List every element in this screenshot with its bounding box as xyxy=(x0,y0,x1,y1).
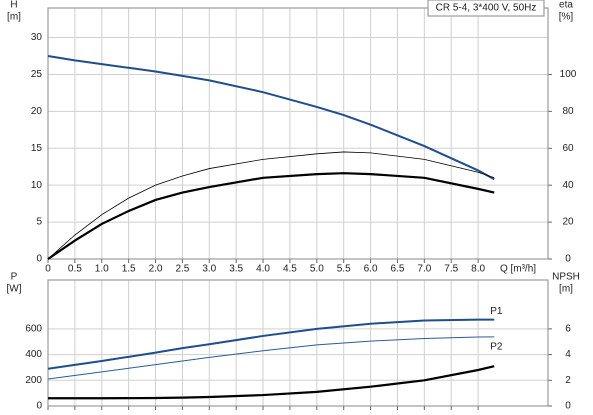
plot-frame xyxy=(47,279,549,407)
y-axis-unit: [W] xyxy=(7,284,22,295)
legend-box xyxy=(427,0,545,17)
x-axis-label: Q [m³/h] xyxy=(500,264,536,275)
x-tick-label: 2.0 xyxy=(149,264,163,275)
curve xyxy=(47,172,495,260)
x-tick-label: 5.0 xyxy=(310,264,324,275)
series-label: P1 xyxy=(490,306,503,317)
y2-tick-label: 0 xyxy=(565,401,571,412)
x-tick-label: 1.5 xyxy=(122,264,136,275)
y2-tick-label: 60 xyxy=(562,143,574,154)
x-tick-label: 7.0 xyxy=(417,264,431,275)
x-tick-label: 4.5 xyxy=(283,264,297,275)
y2-tick-label: 40 xyxy=(562,180,574,191)
y2-tick-label: 4 xyxy=(565,349,571,360)
y2-tick-label: 100 xyxy=(560,69,577,80)
y2-tick-label: 20 xyxy=(562,217,574,228)
y-tick-label: 0 xyxy=(36,254,42,265)
plot-frame xyxy=(47,7,549,260)
y2-tick-label: 2 xyxy=(565,375,571,386)
y-tick-label: 0 xyxy=(36,401,42,412)
series-label: P2 xyxy=(490,341,503,352)
x-tick-label: 5.5 xyxy=(337,264,351,275)
y-tick-label: 20 xyxy=(31,106,43,117)
y-tick-label: 15 xyxy=(31,143,43,154)
x-tick-label: 6.0 xyxy=(364,264,378,275)
y2-axis-label: NPSH xyxy=(552,272,580,283)
curve xyxy=(47,54,495,181)
curve xyxy=(47,318,495,370)
curve xyxy=(48,365,495,400)
y-axis-label: H xyxy=(10,0,17,11)
y-tick-label: 25 xyxy=(31,69,43,80)
y-axis-unit: [m] xyxy=(7,12,21,23)
y-tick-label: 200 xyxy=(25,375,42,386)
curve xyxy=(47,151,495,260)
legend-title: CR 5-4, 3*400 V, 50Hz xyxy=(436,3,537,14)
y-tick-label: 30 xyxy=(31,32,43,43)
y-axis-label: P xyxy=(11,272,18,283)
y-tick-label: 600 xyxy=(25,323,42,334)
x-tick-label: 6.5 xyxy=(391,264,405,275)
y-tick-label: 5 xyxy=(36,217,42,228)
x-tick-label: 3.0 xyxy=(202,264,216,275)
y-tick-label: 10 xyxy=(31,180,43,191)
x-tick-label: 0.5 xyxy=(68,264,82,275)
curve xyxy=(47,336,495,380)
y2-tick-label: 6 xyxy=(565,323,571,334)
x-tick-label: 7.5 xyxy=(444,264,458,275)
x-tick-label: 1.0 xyxy=(95,264,109,275)
x-tick-label: 8.0 xyxy=(471,264,485,275)
x-tick-label: 0 xyxy=(45,264,51,275)
y2-axis-label: eta xyxy=(559,0,573,11)
y-tick-label: 400 xyxy=(25,349,42,360)
x-tick-label: 3.5 xyxy=(229,264,243,275)
y2-tick-label: 80 xyxy=(562,106,574,117)
y2-axis-unit: [%] xyxy=(559,12,574,23)
y2-axis-unit: [m] xyxy=(559,284,573,295)
y2-tick-label: 0 xyxy=(565,254,571,265)
x-tick-label: 2.5 xyxy=(175,264,189,275)
x-tick-label: 4.0 xyxy=(256,264,270,275)
